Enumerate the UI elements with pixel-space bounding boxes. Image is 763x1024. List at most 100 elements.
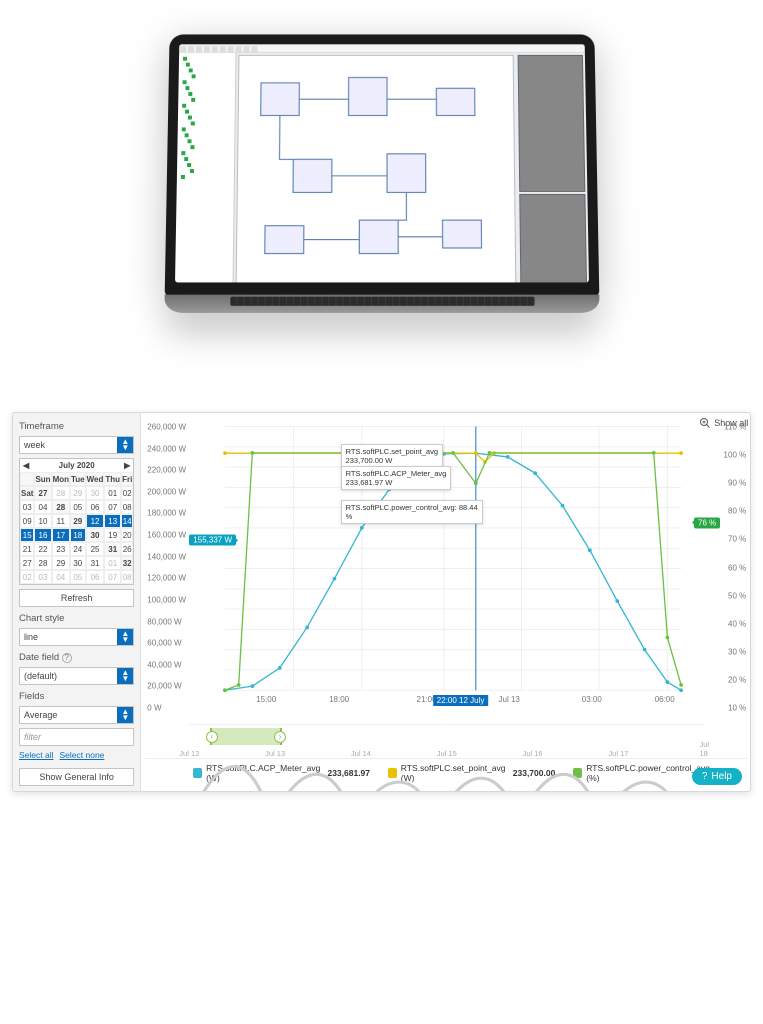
calendar-day[interactable]: 30 (70, 556, 86, 570)
help-button[interactable]: ? Help (692, 768, 742, 785)
calendar-day[interactable]: 15 (20, 528, 34, 542)
preview-pane (517, 55, 585, 192)
tree-item[interactable] (185, 109, 233, 114)
tree-item[interactable] (190, 121, 232, 126)
tree-item[interactable] (187, 138, 232, 143)
calendar-day[interactable]: 23 (52, 542, 70, 556)
chart-style-value: line (24, 632, 38, 642)
tree-item[interactable] (187, 115, 232, 120)
tree-item[interactable] (188, 91, 233, 96)
tree-item[interactable] (182, 56, 233, 61)
tree-item[interactable] (181, 150, 232, 155)
tree-item[interactable] (185, 85, 233, 90)
calendar-day[interactable]: 31 (86, 556, 105, 570)
tree-item[interactable] (182, 79, 233, 84)
select-none-link[interactable]: Select none (60, 750, 105, 760)
calendar-day[interactable]: 11 (52, 514, 70, 528)
tree-item[interactable] (184, 156, 232, 161)
calendar-day[interactable]: 06 (86, 570, 105, 584)
range-tick: Jul 18 (699, 740, 709, 758)
preview-pane (519, 193, 588, 282)
tree-item[interactable] (187, 162, 232, 167)
calendar-day[interactable]: 25 (86, 542, 105, 556)
ide-window (175, 44, 589, 282)
calendar-day[interactable]: 07 (104, 500, 121, 514)
fields-agg-value: Average (24, 710, 57, 720)
calendar-day[interactable]: 16 (34, 528, 51, 542)
calendar-day[interactable]: 24 (70, 542, 86, 556)
chart-area: Show all 0 W20,000 W40,000 W60,000 W80,0… (141, 413, 751, 791)
calendar-day[interactable]: 18 (70, 528, 86, 542)
spinner-icon[interactable]: ▲▼ (117, 437, 133, 453)
calendar-day[interactable]: 04 (34, 500, 51, 514)
calendar-day[interactable]: 20 (121, 528, 133, 542)
tree-item[interactable] (189, 168, 231, 173)
spinner-icon[interactable]: ▲▼ (117, 629, 133, 645)
week-number: 29 (70, 514, 86, 528)
calendar-day[interactable]: 10 (34, 514, 51, 528)
cal-next[interactable]: ▶ (124, 461, 130, 470)
calendar-day[interactable]: 04 (52, 570, 70, 584)
week-number: 28 (52, 500, 70, 514)
calendar-day[interactable]: 02 (121, 486, 133, 500)
calendar-day[interactable]: 13 (104, 514, 121, 528)
calendar-day[interactable]: 26 (121, 542, 133, 556)
calendar-day[interactable]: 22 (34, 542, 51, 556)
range-selector[interactable]: ‹›Jul 12Jul 13Jul 14Jul 15Jul 16Jul 17Ju… (189, 724, 704, 758)
calendar-day[interactable]: 30 (86, 486, 105, 500)
range-tick: Jul 17 (608, 749, 628, 758)
tree-item[interactable] (180, 174, 231, 179)
select-all-link[interactable]: Select all (19, 750, 54, 760)
info-icon[interactable]: ? (62, 653, 72, 663)
tree-item[interactable] (181, 126, 232, 131)
line-chart[interactable]: 0 W20,000 W40,000 W60,000 W80,000 W100,0… (145, 419, 748, 724)
calendar-day[interactable]: 06 (86, 500, 105, 514)
sidebar: Timeframe week ▲▼ ◀ July 2020 ▶ SunMonTu… (13, 413, 141, 791)
calendar-day[interactable]: 29 (70, 486, 86, 500)
project-tree[interactable] (175, 53, 237, 283)
calendar-day[interactable]: 05 (70, 500, 86, 514)
calendar-day[interactable]: 19 (104, 528, 121, 542)
week-number: 31 (104, 542, 121, 556)
calendar-day[interactable]: 21 (20, 542, 34, 556)
calendar-day[interactable]: 28 (34, 556, 51, 570)
calendar-day[interactable]: 08 (121, 500, 133, 514)
calendar-day[interactable]: 09 (20, 514, 34, 528)
tree-item[interactable] (185, 62, 233, 67)
fbd-editor[interactable] (234, 55, 516, 283)
tree-item[interactable] (184, 132, 232, 137)
show-general-info-button[interactable]: Show General Info (19, 768, 134, 786)
timeframe-select[interactable]: week ▲▼ (19, 436, 134, 454)
tree-item[interactable] (188, 68, 233, 73)
calendar-day[interactable]: 01 (104, 486, 121, 500)
week-number: 32 (121, 556, 133, 570)
calendar-day[interactable]: 03 (34, 570, 51, 584)
tree-item[interactable] (190, 144, 232, 149)
cal-prev[interactable]: ◀ (23, 461, 29, 470)
cal-month: July 2020 (59, 461, 95, 470)
calendar-day[interactable]: 01 (104, 556, 121, 570)
calendar-day[interactable]: 27 (20, 556, 34, 570)
date-field-select[interactable]: (default) ▲▼ (19, 667, 134, 685)
spinner-icon[interactable]: ▲▼ (117, 707, 133, 723)
calendar-day[interactable]: 03 (20, 500, 34, 514)
spinner-icon[interactable]: ▲▼ (117, 668, 133, 684)
calendar-day[interactable]: 29 (52, 556, 70, 570)
calendar-day[interactable]: 17 (52, 528, 70, 542)
chart-tooltip: RTS.softPLC.set_point_avg233,700.00 W (341, 444, 443, 468)
calendar-day[interactable]: 05 (70, 570, 86, 584)
calendar-day[interactable]: 28 (52, 486, 70, 500)
calendar-day[interactable]: 08 (121, 570, 133, 584)
refresh-button[interactable]: Refresh (19, 589, 134, 607)
tree-item[interactable] (182, 103, 233, 108)
calendar-day[interactable]: 02 (20, 570, 34, 584)
tree-item[interactable] (191, 97, 233, 102)
fields-agg-select[interactable]: Average ▲▼ (19, 706, 134, 724)
calendar-day[interactable]: 12 (86, 514, 105, 528)
fields-filter-input[interactable]: filter (19, 728, 134, 746)
calendar-day[interactable]: 14 (121, 514, 133, 528)
tree-item[interactable] (191, 73, 233, 78)
calendar-day[interactable]: 07 (104, 570, 121, 584)
calendar[interactable]: ◀ July 2020 ▶ SunMonTueWedThuFriSat27282… (19, 458, 134, 585)
chart-style-select[interactable]: line ▲▼ (19, 628, 134, 646)
